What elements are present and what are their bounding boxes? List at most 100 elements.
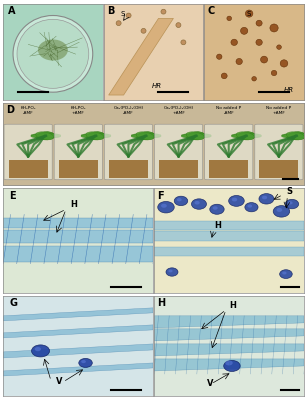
Ellipse shape [239,132,255,140]
Circle shape [277,45,281,49]
Circle shape [273,206,290,217]
Circle shape [141,28,146,33]
Text: D: D [6,105,14,115]
Polygon shape [3,363,153,376]
Circle shape [79,358,92,368]
Circle shape [194,201,200,204]
Ellipse shape [131,134,161,138]
Ellipse shape [236,132,255,140]
Text: S: S [246,10,251,16]
Circle shape [288,201,293,204]
Bar [3,230,153,243]
Circle shape [227,16,231,21]
Ellipse shape [86,132,104,140]
Text: V: V [56,377,62,386]
Ellipse shape [136,132,154,140]
Ellipse shape [186,132,204,140]
Circle shape [176,23,181,28]
Bar [109,160,148,178]
Circle shape [240,27,248,34]
Text: No added P
-AMF: No added P -AMF [216,106,241,115]
Circle shape [245,10,253,17]
Polygon shape [3,325,153,338]
Circle shape [247,204,252,208]
Ellipse shape [138,132,155,140]
Ellipse shape [36,132,54,140]
Text: HR: HR [284,87,294,93]
Circle shape [236,58,242,64]
Circle shape [168,270,173,272]
Ellipse shape [236,132,255,140]
Text: KH₂PO₄
-AMF: KH₂PO₄ -AMF [20,106,36,115]
Ellipse shape [36,132,54,140]
Ellipse shape [231,134,261,138]
Circle shape [280,60,288,67]
Ellipse shape [282,134,307,138]
Ellipse shape [86,132,104,140]
Circle shape [221,73,227,79]
Circle shape [213,206,218,210]
Text: H: H [214,221,221,230]
Text: KH₂PO₄
+AMF: KH₂PO₄ +AMF [71,106,86,115]
Circle shape [285,199,299,209]
FancyBboxPatch shape [205,124,253,180]
FancyBboxPatch shape [255,124,303,180]
Text: A: A [8,6,16,16]
Circle shape [174,196,188,206]
Circle shape [229,196,244,206]
Circle shape [216,54,222,59]
Polygon shape [3,308,153,321]
Bar [3,246,153,262]
FancyBboxPatch shape [154,124,203,180]
Polygon shape [3,344,153,358]
Text: B: B [107,6,114,16]
Ellipse shape [286,132,305,140]
Circle shape [256,39,262,46]
Circle shape [271,70,277,76]
FancyBboxPatch shape [4,124,52,180]
Circle shape [262,196,267,199]
Polygon shape [154,344,304,356]
Text: Ca₅(PO₄)₃(OH)
+AMF: Ca₅(PO₄)₃(OH) +AMF [163,106,194,115]
Circle shape [126,13,131,18]
Circle shape [225,360,233,366]
Circle shape [32,345,49,357]
Ellipse shape [31,134,61,138]
Circle shape [35,347,41,351]
Bar [209,160,248,178]
Bar [3,218,153,228]
Circle shape [116,21,121,26]
Ellipse shape [181,134,211,138]
Circle shape [277,208,282,212]
Text: No added P
+AMF: No added P +AMF [266,106,291,115]
Text: E: E [9,191,16,201]
Circle shape [280,270,292,278]
Ellipse shape [136,132,154,140]
Ellipse shape [186,132,204,140]
Text: H: H [71,200,77,209]
Text: G: G [9,298,17,308]
Circle shape [17,19,89,88]
FancyBboxPatch shape [54,124,102,180]
Ellipse shape [181,134,211,138]
Text: H: H [157,298,165,308]
Bar [154,247,304,256]
Ellipse shape [38,40,68,60]
Bar [154,231,304,241]
Ellipse shape [286,132,305,140]
Polygon shape [154,329,304,341]
Text: HR: HR [152,83,161,89]
Ellipse shape [131,134,161,138]
Bar [59,160,98,178]
Circle shape [252,76,256,81]
Circle shape [158,202,174,213]
Bar [154,221,304,230]
Ellipse shape [38,132,54,140]
Ellipse shape [231,134,261,138]
Circle shape [13,16,93,92]
Circle shape [161,9,166,14]
Bar [9,160,48,178]
Text: S: S [121,10,125,16]
Circle shape [282,272,286,274]
Circle shape [81,360,86,363]
